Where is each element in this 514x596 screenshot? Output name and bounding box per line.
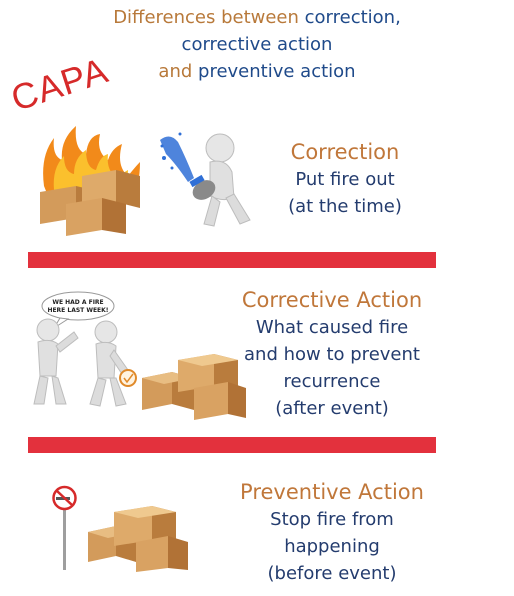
section-line: recurrence xyxy=(283,371,381,392)
section-line: (after event) xyxy=(275,398,389,419)
section-divider xyxy=(28,252,436,268)
cardboard-boxes-icon xyxy=(142,354,246,420)
figure-with-extinguisher-icon xyxy=(160,132,251,227)
section-line: happening xyxy=(284,536,380,557)
section-line: and how to prevent xyxy=(244,344,420,365)
section-corrective-action: Corrective Action What caused fire and h… xyxy=(222,286,442,422)
burning-boxes-icon xyxy=(40,126,140,236)
section-correction: Correction Put fire out (at the time) xyxy=(250,138,440,220)
section-line: Put fire out xyxy=(295,169,395,190)
section-title: Corrective Action xyxy=(241,288,423,312)
header-line-1-highlight: correction, xyxy=(304,7,401,28)
section-line: What caused fire xyxy=(255,317,409,338)
header-line-3: and preventive action xyxy=(0,58,514,86)
section-divider xyxy=(28,437,436,453)
section-title: Preventive Action xyxy=(240,480,424,504)
section-line: (before event) xyxy=(267,563,397,584)
section-line: (at the time) xyxy=(288,196,402,217)
header-line-3-highlight: preventive action xyxy=(198,61,356,82)
section-preventive-action: Preventive Action Stop fire from happeni… xyxy=(222,478,442,587)
section-title: Correction xyxy=(290,140,400,164)
header-line-3-prefix: and xyxy=(158,61,199,82)
header-line-2: corrective action xyxy=(181,34,333,55)
header-line-1-prefix: Differences between xyxy=(113,7,305,28)
no-smoking-sign-icon xyxy=(52,485,77,570)
two-figures-talking-icon: WE HAD A FIRE HERE LAST WEEK! xyxy=(33,291,137,407)
bubble-line-1: WE HAD A FIRE xyxy=(52,299,103,306)
section-line: Stop fire from xyxy=(270,509,394,530)
header-line-1: Differences between correction, xyxy=(0,4,514,32)
bubble-line-2: HERE LAST WEEK! xyxy=(47,307,108,314)
cardboard-boxes-icon xyxy=(88,506,188,572)
